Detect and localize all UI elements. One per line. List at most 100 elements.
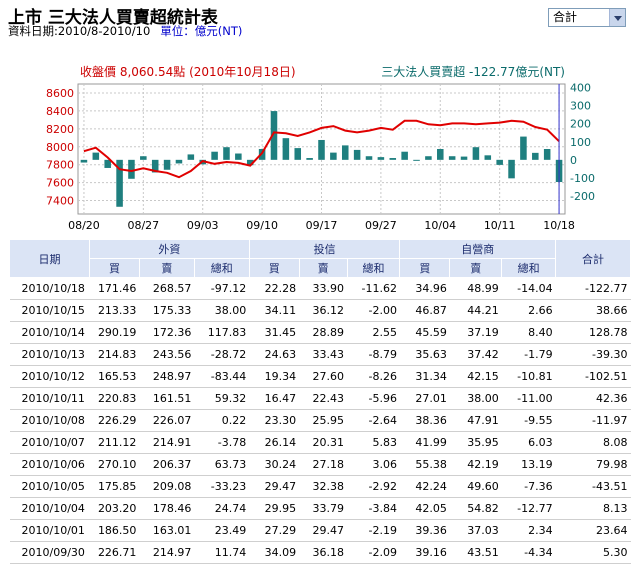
net-buy-bar (520, 136, 527, 160)
cell-trust-sell: 27.60 (299, 365, 348, 388)
cell-dealer-sell: 44.21 (449, 299, 502, 322)
combo-chart: 8600 8400 8200 8000 7800 7600 7400 400 300 200 100… (46, 64, 595, 232)
cell-trust-net: -2.09 (347, 541, 400, 564)
left-tick-label: 8600 (46, 87, 74, 100)
net-buy-bar (437, 149, 444, 160)
cell-trust-net: -11.62 (347, 277, 400, 300)
page-title: 上市 三大法人買賣超統計表 (8, 8, 218, 28)
cell-dealer-sell: 37.03 (449, 519, 502, 542)
cell-foreign-buy: 211.12 (89, 431, 140, 454)
cell-dealer-sell: 38.00 (449, 387, 502, 410)
cell-dealer-buy: 42.24 (399, 475, 450, 498)
cell-dealer-sell: 37.19 (449, 321, 502, 344)
cell-trust-sell: 22.43 (299, 387, 348, 410)
cell-foreign-sell: 226.07 (139, 409, 195, 432)
cell-foreign-buy: 186.50 (89, 519, 140, 542)
cell-dealer-buy: 34.96 (399, 277, 450, 300)
cell-trust-buy: 26.14 (249, 431, 300, 454)
cell-total: -102.51 (555, 365, 631, 388)
table-row: 2010/10/14 290.19 172.36 117.83 31.45 28.89 2.… (9, 321, 631, 344)
cell-foreign-buy: 220.83 (89, 387, 140, 410)
net-buy-bar (496, 159, 503, 165)
cell-trust-buy: 24.63 (249, 343, 300, 366)
net-buy-bar (318, 139, 325, 160)
cell-date: 2010/10/01 (9, 519, 90, 542)
net-buy-bar (175, 159, 183, 164)
cell-trust-sell: 33.79 (299, 497, 348, 520)
cell-dealer-sell: 37.42 (449, 343, 502, 366)
net-buy-bar (163, 159, 171, 170)
cell-dealer-net: 13.19 (501, 453, 556, 476)
header-trust-net: 總和 (346, 258, 401, 278)
cell-trust-buy: 34.11 (249, 299, 300, 322)
net-buy-bar (532, 152, 539, 160)
cell-total: 38.66 (555, 299, 631, 322)
cell-date: 2010/10/07 (9, 431, 90, 454)
cell-dealer-sell: 42.19 (449, 453, 502, 476)
close-price-label: 收盤價 8,060.54點 (2010年10月18日) (80, 65, 296, 79)
table-row: 2010/10/12 165.53 248.97 -83.44 19.34 27.60 -8… (9, 365, 631, 388)
cell-dealer-net: -9.55 (501, 409, 556, 432)
cell-dealer-buy: 27.01 (399, 387, 450, 410)
cell-trust-net: 3.06 (347, 453, 400, 476)
cell-trust-buy: 22.28 (249, 277, 300, 300)
cell-foreign-net: -3.78 (194, 431, 250, 454)
right-tick-label: 200 (570, 118, 591, 131)
cell-foreign-net: -33.23 (194, 475, 250, 498)
net-buy-bar (128, 159, 135, 179)
table-row: 2010/10/07 211.12 214.91 -3.78 26.14 20.31 5.8… (9, 431, 631, 454)
cell-foreign-buy: 213.33 (89, 299, 140, 322)
net-buy-bar (341, 145, 349, 160)
net-buy-bar (294, 148, 302, 160)
net-buy-bar (235, 153, 242, 160)
cell-dealer-net: -7.36 (501, 475, 556, 498)
cell-trust-sell: 28.89 (299, 321, 348, 344)
cell-foreign-net: -83.44 (194, 365, 250, 388)
cell-foreign-net: 24.74 (194, 497, 250, 520)
cell-dealer-net: 8.40 (501, 321, 556, 344)
cell-foreign-net: 38.00 (194, 299, 250, 322)
cell-trust-buy: 34.09 (249, 541, 300, 564)
cell-date: 2010/10/12 (9, 365, 90, 388)
net-buy-bar (246, 159, 254, 166)
view-select[interactable]: 合計 (548, 8, 626, 27)
cell-dealer-buy: 38.36 (399, 409, 450, 432)
right-tick-label: 400 (570, 82, 591, 95)
right-tick-label: 300 (570, 100, 591, 113)
net-buy-bar (508, 159, 515, 179)
cell-trust-buy: 16.47 (249, 387, 300, 410)
cell-foreign-buy: 171.46 (89, 277, 140, 300)
cell-dealer-net: 2.34 (501, 519, 556, 542)
net-buy-bar (282, 138, 290, 160)
cell-foreign-sell: 172.36 (139, 321, 195, 344)
net-buy-bar (330, 152, 337, 160)
cell-trust-sell: 36.18 (299, 541, 348, 564)
right-tick-label: -200 (570, 190, 595, 203)
table-row: 2010/10/01 186.50 163.01 23.49 27.29 29.47 -2.… (9, 519, 631, 542)
x-tick-label: 10/18 (543, 219, 575, 232)
left-tick-label: 8400 (46, 105, 74, 118)
cell-trust-net: -3.84 (347, 497, 400, 520)
cell-trust-buy: 30.24 (249, 453, 300, 476)
cell-date: 2010/10/04 (9, 497, 90, 520)
cell-dealer-buy: 35.63 (399, 343, 450, 366)
cell-trust-buy: 31.45 (249, 321, 300, 344)
net-buy-bar (365, 156, 373, 160)
net-buy-bar (151, 159, 159, 173)
cell-trust-sell: 36.12 (299, 299, 348, 322)
cell-trust-buy: 29.95 (249, 497, 300, 520)
header-dealer-net: 總和 (501, 258, 557, 278)
cell-dealer-net: -12.77 (501, 497, 556, 520)
net-buy-bar (543, 149, 551, 160)
cell-foreign-buy: 165.53 (89, 365, 140, 388)
cell-trust-net: 5.83 (347, 431, 400, 454)
chevron-down-icon[interactable] (609, 9, 625, 26)
net-buy-bar (270, 111, 278, 160)
header-dealer-buy: 買 (399, 258, 451, 278)
cell-trust-net: -2.00 (347, 299, 400, 322)
net-buy-bar (353, 149, 361, 160)
cell-foreign-sell: 214.97 (139, 541, 195, 564)
cell-foreign-buy: 270.10 (89, 453, 140, 476)
left-tick-label: 7800 (46, 159, 74, 172)
period-text: 資料日期:2010/8-2010/10 (8, 24, 151, 38)
